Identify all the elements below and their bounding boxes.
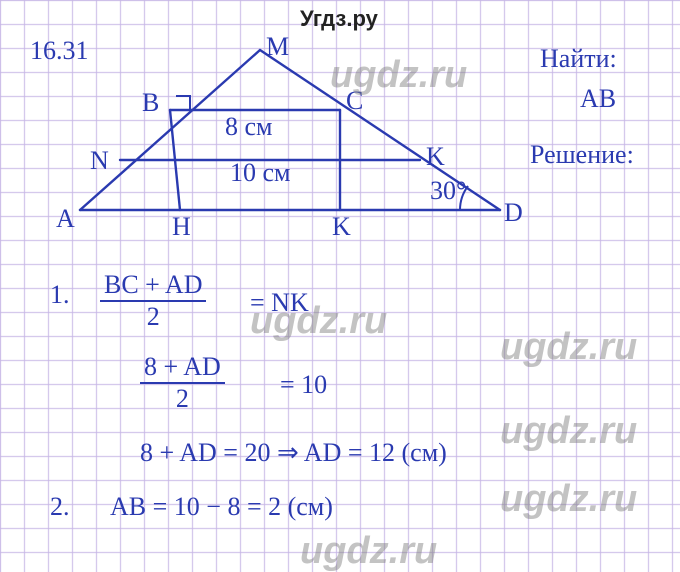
- watermark-text: ugdz.ru: [300, 530, 437, 572]
- find-what: AB: [580, 84, 616, 114]
- vertex-label-C: C: [346, 86, 363, 116]
- find-title: Найти:: [540, 44, 617, 74]
- fraction-1-num: BC + AD: [100, 270, 206, 300]
- fraction-2: 8 + AD 2: [140, 352, 225, 414]
- watermark-text: ugdz.ru: [500, 410, 637, 453]
- length-BC: 8 см: [225, 112, 273, 142]
- vertex-label-N: N: [90, 146, 109, 176]
- site-header-watermark: Угдз.ру: [300, 6, 378, 32]
- solution-title: Решение:: [530, 140, 634, 170]
- vertex-label-D: D: [504, 198, 523, 228]
- vertex-label-M: M: [266, 32, 289, 62]
- watermark-text: ugdz.ru: [500, 478, 637, 521]
- fraction-1-rhs: = NK: [250, 288, 309, 318]
- foot-label-K: K: [332, 212, 351, 242]
- step-1-label: 1.: [50, 280, 70, 310]
- step-2-label: 2.: [50, 492, 70, 522]
- fraction-1-den: 2: [143, 302, 164, 332]
- fraction-2-rhs: = 10: [280, 370, 327, 400]
- step-2-line: AB = 10 − 8 = 2 (см): [110, 492, 333, 522]
- vertex-label-B: B: [142, 88, 159, 118]
- length-NK: 10 см: [230, 158, 291, 188]
- fraction-2-num: 8 + AD: [140, 352, 225, 382]
- fraction-2-den: 2: [172, 384, 193, 414]
- geometry-figure: [60, 40, 520, 240]
- vertex-label-A: A: [56, 204, 75, 234]
- foot-label-H: H: [172, 212, 191, 242]
- watermark-text: ugdz.ru: [500, 326, 637, 369]
- vertex-label-K: K: [426, 142, 445, 172]
- angle-30: 30°: [430, 176, 466, 206]
- fraction-1: BC + AD 2: [100, 270, 206, 332]
- step-1-line3: 8 + AD = 20 ⇒ AD = 12 (см): [140, 438, 447, 468]
- page-content: Угдз.ру 16.31 Найти: AB Решение: M B C N…: [0, 0, 680, 572]
